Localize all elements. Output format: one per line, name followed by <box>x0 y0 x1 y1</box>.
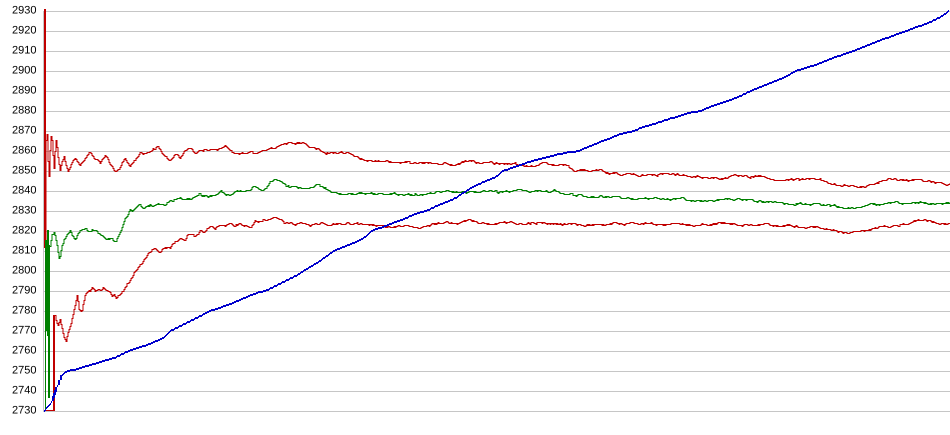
svg-text:2830: 2830 <box>12 205 36 217</box>
svg-text:2920: 2920 <box>12 25 36 37</box>
svg-text:2770: 2770 <box>12 325 36 337</box>
svg-text:2870: 2870 <box>12 125 36 137</box>
svg-text:2750: 2750 <box>12 365 36 377</box>
svg-text:2840: 2840 <box>12 185 36 197</box>
svg-text:2850: 2850 <box>12 165 36 177</box>
svg-text:2860: 2860 <box>12 145 36 157</box>
svg-text:2820: 2820 <box>12 225 36 237</box>
svg-text:2890: 2890 <box>12 85 36 97</box>
svg-text:2790: 2790 <box>12 285 36 297</box>
svg-text:2760: 2760 <box>12 345 36 357</box>
svg-text:2880: 2880 <box>12 105 36 117</box>
svg-text:2730: 2730 <box>12 405 36 417</box>
svg-text:2800: 2800 <box>12 265 36 277</box>
svg-text:2910: 2910 <box>12 45 36 57</box>
svg-text:2740: 2740 <box>12 385 36 397</box>
svg-text:2780: 2780 <box>12 305 36 317</box>
svg-text:2900: 2900 <box>12 65 36 77</box>
svg-text:2930: 2930 <box>12 5 36 17</box>
svg-text:2810: 2810 <box>12 245 36 257</box>
